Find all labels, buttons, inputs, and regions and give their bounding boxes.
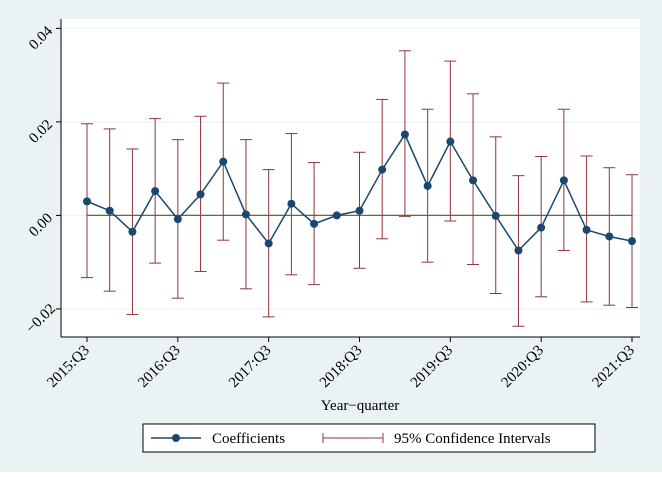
legend-coef-label: Coefficients [212,431,285,447]
coefficient-points [83,130,636,255]
coefficient-point [241,210,250,219]
coefficient-point [128,227,137,236]
coefficient-point [605,232,614,241]
coefficient-point [355,206,364,215]
coefficient-point [105,206,114,215]
coefficient-point [491,211,500,220]
x-axis-label: Year−quarter [321,398,400,414]
coefficient-point [378,165,387,174]
coefficient-point [582,225,591,234]
coefficient-point [173,215,182,224]
coefficient-point [514,246,523,255]
coefficient-point [537,223,546,232]
coefficient-point [196,190,205,199]
coefficient-point [219,157,228,166]
coefficient-point [332,211,341,220]
coefficient-point [400,130,409,139]
coefficient-point [423,181,432,190]
plot-area [61,19,640,337]
coefficient-point [264,239,273,248]
coefficient-point [559,176,568,185]
coefficient-point [310,219,319,228]
coefficient-point [469,176,478,185]
legend-ci-label: 95% Confidence Intervals [394,431,551,447]
coefficient-point [446,137,455,146]
legend-coef-marker [172,434,180,442]
coefficient-point [151,187,160,196]
coefficient-point [287,199,296,208]
legend: Coefficients 95% Confidence Intervals [142,423,596,453]
coefficient-point [83,197,91,206]
coefficient-point [628,237,636,246]
